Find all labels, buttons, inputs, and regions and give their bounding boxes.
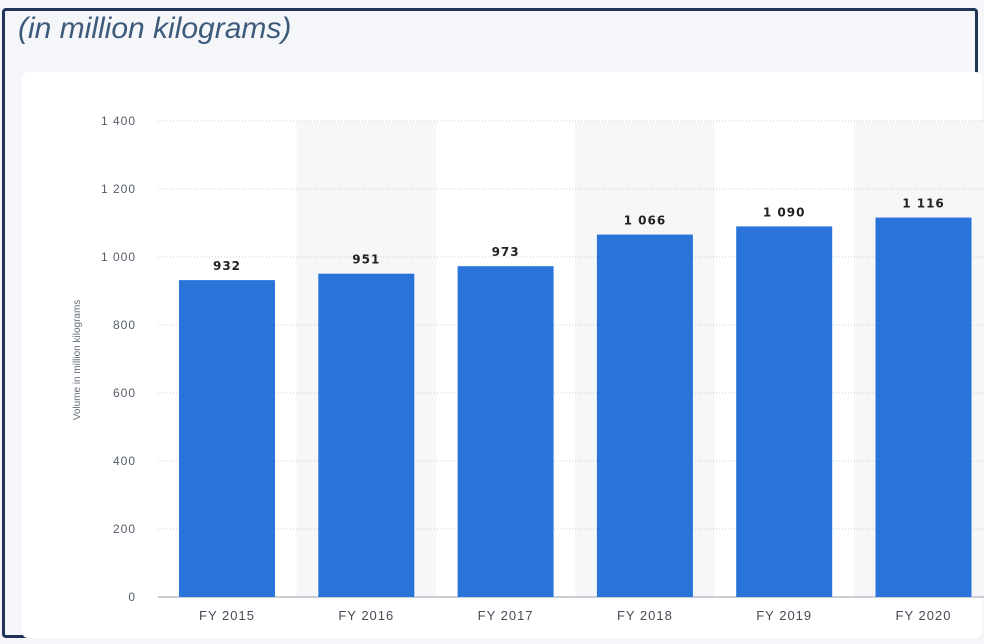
y-tick-label: 800	[113, 318, 136, 332]
value-labels: 932 951 973 1 066 1 090 1 116	[213, 197, 945, 274]
bars	[179, 217, 972, 597]
chart-title: (in million kilograms)	[18, 12, 292, 45]
bar[interactable]	[596, 234, 693, 597]
y-tick-label: 1 000	[101, 250, 136, 264]
bar-value-label: 973	[492, 245, 520, 259]
bar[interactable]	[736, 226, 833, 597]
bar-value-label: 951	[352, 253, 380, 267]
bar-value-label: 932	[213, 259, 241, 273]
bar[interactable]	[875, 217, 972, 597]
y-axis-title: Volume in million kilograms	[72, 300, 83, 421]
gridlines	[158, 120, 984, 598]
x-tick-label: FY 2018	[617, 608, 673, 623]
y-tick-label: 600	[113, 386, 136, 400]
bar[interactable]	[457, 266, 554, 597]
x-tick-label: FY 2016	[338, 608, 394, 623]
bar-value-label: 1 090	[763, 205, 806, 219]
bar[interactable]	[318, 273, 415, 597]
y-tick-label: 0	[128, 590, 136, 604]
bar[interactable]	[179, 280, 275, 597]
y-tick-label: 400	[113, 454, 136, 468]
y-tick-label: 200	[113, 522, 136, 536]
x-tick-label: FY 2020	[896, 608, 952, 623]
bar-value-label: 1 116	[902, 197, 945, 211]
x-axis-labels: FY 2015 FY 2016 FY 2017 FY 2018 FY 2019 FY 20…	[199, 608, 952, 623]
x-tick-label: FY 2017	[478, 608, 534, 623]
y-tick-label: 1 400	[101, 114, 136, 128]
bar-value-label: 1 066	[624, 214, 667, 228]
y-tick-label: 1 200	[101, 182, 136, 196]
x-tick-label: FY 2015	[199, 608, 255, 623]
x-tick-label: FY 2019	[756, 608, 812, 623]
y-axis-ticks: 0 200 400 600 800 1 000 1 200 1 400	[101, 114, 136, 604]
